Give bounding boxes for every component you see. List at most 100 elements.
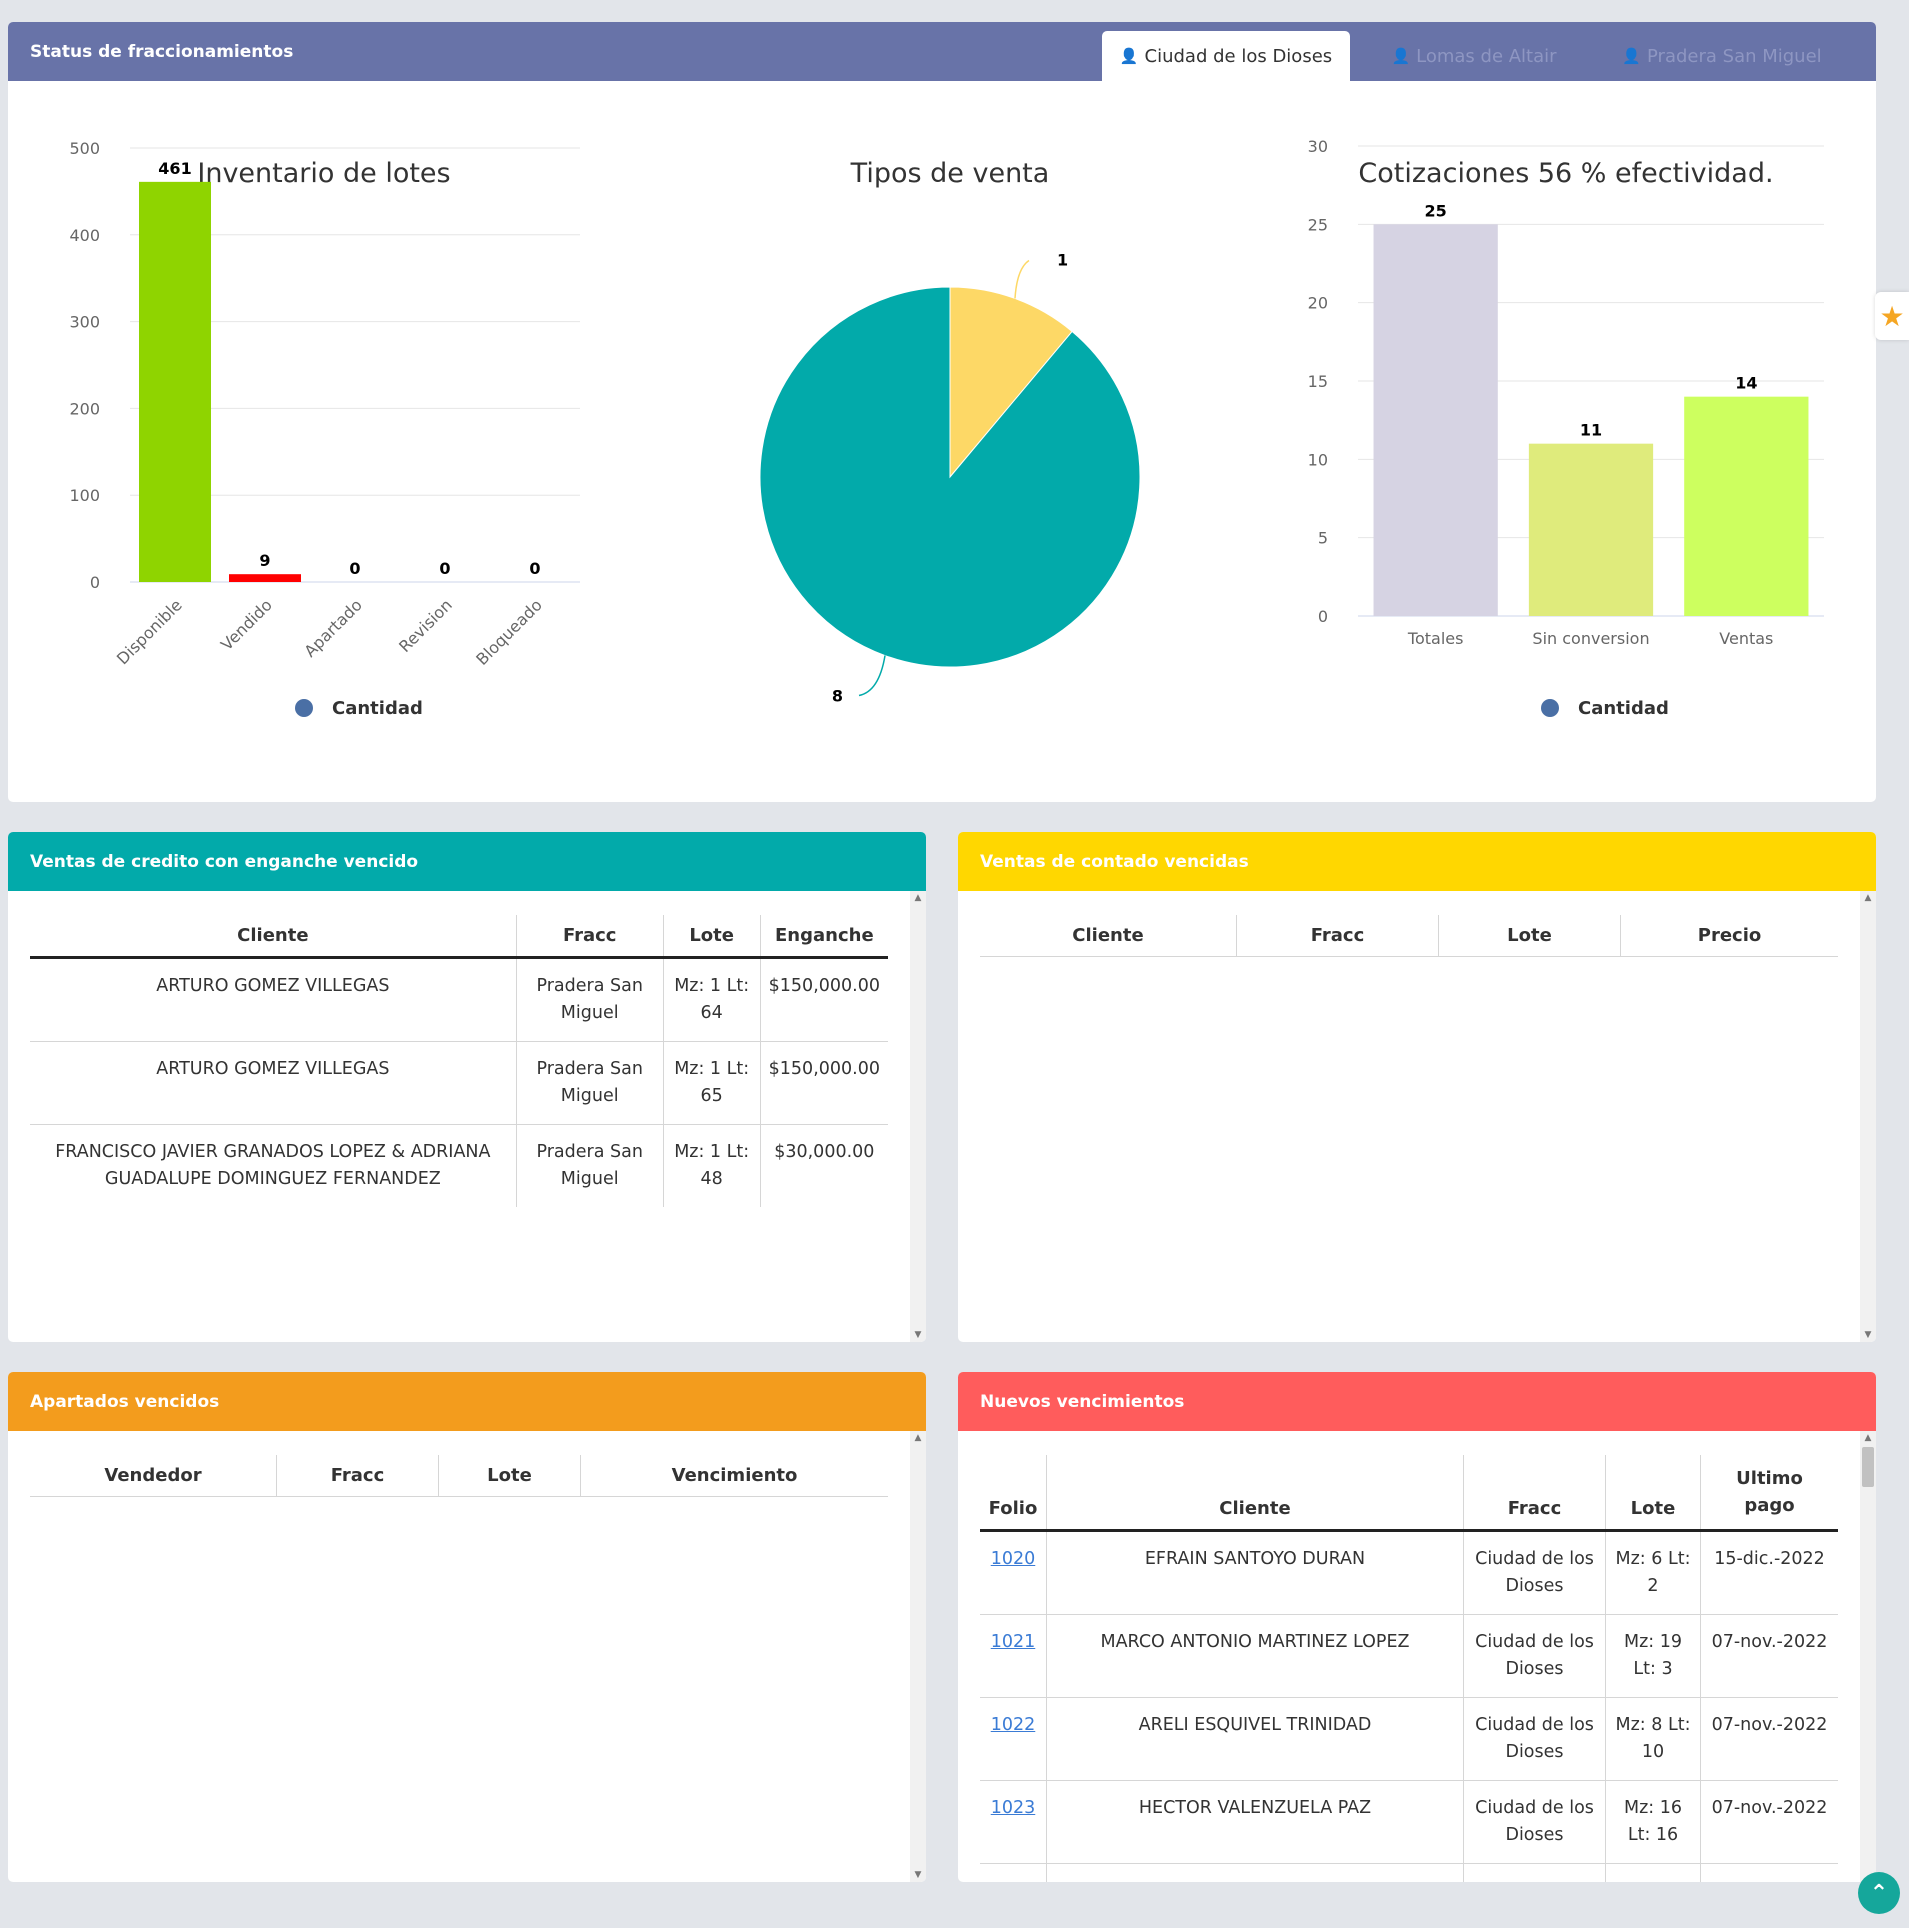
nuevos-panel: Nuevos vencimientos Folio Cliente Fracc …: [958, 1372, 1876, 1882]
tab-ciudad-de-los-dioses[interactable]: 👤 Ciudad de los Dioses: [1102, 31, 1350, 81]
col-vencimiento[interactable]: Vencimiento: [580, 1455, 888, 1497]
folio-link[interactable]: 1023: [990, 1798, 1036, 1818]
cell-fracc: Pradera San Miguel: [515, 1041, 664, 1125]
scroll-thumb[interactable]: [1862, 1447, 1874, 1487]
col-cliente[interactable]: Cliente: [237, 925, 309, 946]
folio-link[interactable]: 1024: [991, 1881, 1036, 1882]
apartados-scrollbar[interactable]: ▲ ▼: [910, 1431, 926, 1882]
folio-link[interactable]: 1022: [990, 1715, 1036, 1735]
cell-lote: Mz: 19 Lt: 3: [1605, 1614, 1701, 1698]
y-tick-label: 400: [69, 226, 100, 245]
cell-ultimo-pago: 15-dic.-2022: [1700, 1530, 1838, 1615]
table-row: FRANCISCO JAVIER GRANADOS LOPEZ & ADRIAN…: [30, 1124, 888, 1207]
cell-folio: 1023: [980, 1780, 1047, 1864]
pie-slice: [759, 286, 1141, 668]
credito-body[interactable]: Cliente Fracc Lote Enganche ARTURO GOMEZ…: [8, 891, 926, 1342]
folio-link[interactable]: 1021: [990, 1632, 1036, 1652]
cell-fracc: Ciudad de los Dioses: [1463, 1530, 1606, 1615]
col-enganche[interactable]: Enganche: [759, 915, 888, 958]
credito-header: Ventas de credito con enganche vencido: [8, 832, 926, 891]
status-card: Status de fraccionamientos 👤 Ciudad de l…: [8, 22, 1876, 802]
credito-title: Ventas de credito con enganche vencido: [30, 851, 419, 872]
col-vendedor[interactable]: Vendedor: [104, 1465, 202, 1486]
cell-fracc: Pradera San Miguel: [515, 957, 664, 1042]
cell-folio: 1020: [980, 1530, 1047, 1615]
cell-enganche: $150,000.00: [759, 957, 888, 1042]
data-label: 0: [529, 559, 540, 578]
credito-scrollbar[interactable]: ▲ ▼: [910, 891, 926, 1342]
tab-label: Lomas de Altair: [1416, 45, 1557, 67]
x-tick-label: Bloqueado: [472, 595, 546, 669]
y-tick-label: 30: [1308, 137, 1328, 156]
scroll-up-icon[interactable]: ▲: [1864, 893, 1872, 903]
scroll-down-icon[interactable]: ▼: [1864, 1330, 1872, 1340]
tab-label: Ciudad de los Dioses: [1144, 45, 1333, 67]
legend-label: Cantidad: [1578, 698, 1669, 719]
pie-slice: [949, 286, 1073, 479]
y-tick-label: 20: [1308, 294, 1328, 313]
cell-fracc: Ciudad de los Dioses: [1463, 1614, 1606, 1698]
y-tick-label: 10: [1308, 450, 1328, 469]
y-tick-label: 15: [1308, 372, 1328, 391]
inventario-chart: 0 100 200 300 400 500 Inventario de lotes 461 Di…: [8, 81, 598, 721]
pie-connector: [1014, 259, 1030, 299]
apartados-panel: Apartados vencidos Vendedor Fracc Lote V…: [8, 1372, 926, 1882]
scroll-down-icon[interactable]: ▼: [914, 1330, 922, 1340]
scroll-down-icon[interactable]: ▼: [914, 1870, 922, 1880]
bar: [1684, 396, 1809, 616]
back-to-top-button[interactable]: ⌃: [1858, 1872, 1900, 1914]
cell-fracc: Ciudad de los Dioses: [1463, 1780, 1606, 1864]
folio-link[interactable]: 1020: [990, 1549, 1036, 1569]
data-label: 8: [832, 687, 843, 706]
col-fracc[interactable]: Fracc: [1236, 915, 1439, 957]
col-precio[interactable]: Precio: [1620, 915, 1838, 957]
cell-cliente: HECTOR VALENZUELA PAZ: [1046, 1780, 1464, 1864]
x-tick-label: Apartado: [300, 595, 365, 660]
col-fracc[interactable]: Fracc: [515, 915, 664, 958]
x-tick-label: Totales: [1407, 629, 1464, 648]
bar: [139, 181, 211, 582]
col-lote[interactable]: Lote: [438, 1455, 581, 1497]
contado-body[interactable]: Cliente Fracc Lote Precio ▲ ▼: [958, 891, 1876, 1342]
cell-enganche: $30,000.00: [759, 1124, 888, 1207]
col-lote[interactable]: Lote: [662, 915, 761, 958]
nuevos-table: Folio Cliente Fracc Lote Ultimo pago 102…: [980, 1455, 1838, 1882]
pie-connector: [858, 655, 886, 697]
cell-ultimo-pago: 07-nov.-2022: [1700, 1780, 1838, 1864]
col-fracc[interactable]: Fracc: [1463, 1455, 1606, 1531]
col-fracc[interactable]: Fracc: [276, 1455, 439, 1497]
cell-fracc: Pradera San Miguel: [515, 1124, 664, 1207]
col-folio[interactable]: Folio: [988, 1498, 1038, 1519]
y-tick-label: 300: [69, 313, 100, 332]
cell-cliente: EFRAIN SANTOYO DURAN: [1046, 1530, 1464, 1615]
tab-lomas-de-altair[interactable]: 👤 Lomas de Altair: [1350, 31, 1598, 81]
contado-title: Ventas de contado vencidas: [980, 851, 1249, 872]
scroll-up-icon[interactable]: ▲: [1864, 1433, 1872, 1443]
col-lote[interactable]: Lote: [1438, 915, 1621, 957]
contado-scrollbar[interactable]: ▲ ▼: [1860, 891, 1876, 1342]
col-cliente[interactable]: Cliente: [1072, 925, 1144, 946]
legend-marker: [1541, 699, 1559, 717]
inventario-svg: 0 100 200 300 400 500 Inventario de lotes 461 Di…: [69, 139, 580, 719]
y-tick-label: 500: [69, 139, 100, 158]
user-icon: 👤: [1391, 47, 1411, 65]
apartados-body[interactable]: Vendedor Fracc Lote Vencimiento ▲ ▼: [8, 1431, 926, 1882]
scroll-up-icon[interactable]: ▲: [914, 893, 922, 903]
cotizaciones-svg: 0 5 10 15 20 25 30 Cotizaciones 56 % efectivida…: [1308, 137, 1824, 719]
status-header: Status de fraccionamientos 👤 Ciudad de l…: [8, 22, 1876, 81]
nuevos-body[interactable]: Folio Cliente Fracc Lote Ultimo pago 102…: [958, 1431, 1876, 1882]
table-row: 1021 MARCO ANTONIO MARTINEZ LOPEZ Ciudad…: [980, 1614, 1838, 1698]
chart-title: Cotizaciones 56 % efectividad.: [1358, 158, 1773, 189]
col-ultimo-pago[interactable]: Ultimo pago: [1700, 1455, 1838, 1531]
col-lote[interactable]: Lote: [1605, 1455, 1701, 1531]
tab-pradera-san-miguel[interactable]: 👤 Pradera San Miguel: [1598, 31, 1846, 81]
x-tick-label: Ventas: [1719, 629, 1773, 648]
cell-lote: Mz: 1 Lt: 48: [662, 1124, 761, 1207]
cell-lote: Mz: 6 Lt: 2: [1605, 1530, 1701, 1615]
nuevos-scrollbar[interactable]: ▲: [1860, 1431, 1876, 1882]
cell-fracc: Ciudad de los Dioses: [1463, 1697, 1606, 1781]
scroll-up-icon[interactable]: ▲: [914, 1433, 922, 1443]
x-tick-label: Revision: [395, 595, 456, 656]
favorite-star-button[interactable]: ★: [1875, 292, 1909, 340]
col-cliente[interactable]: Cliente: [1046, 1455, 1464, 1531]
